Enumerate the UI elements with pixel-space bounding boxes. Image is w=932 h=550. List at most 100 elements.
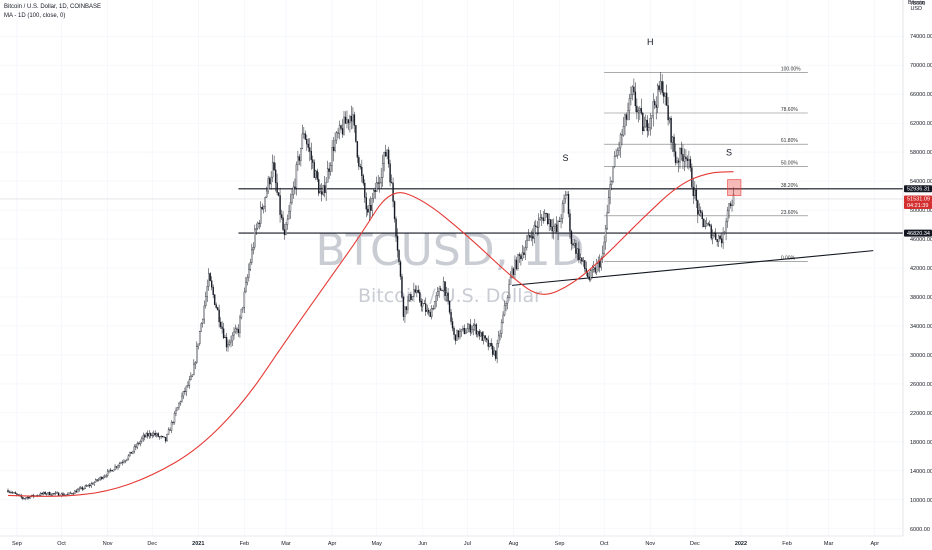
- candle-body: [166, 433, 168, 442]
- candle-body: [668, 118, 671, 121]
- candle: [444, 281, 446, 301]
- candle-body: [164, 437, 167, 442]
- candle: [380, 167, 382, 190]
- candle: [494, 350, 497, 361]
- candle-body: [706, 223, 708, 227]
- candle-body: [701, 212, 703, 220]
- price-tick-label: 10000.00: [910, 498, 932, 504]
- candle-body: [179, 401, 182, 404]
- candle-body: [213, 294, 216, 305]
- candle: [251, 243, 253, 265]
- candle-body: [92, 483, 94, 485]
- candle: [267, 175, 269, 194]
- price-tick-label: 38000.00: [910, 295, 932, 301]
- candle-body: [89, 484, 91, 487]
- candle-body: [533, 225, 535, 239]
- candle: [181, 392, 183, 403]
- candle: [541, 214, 543, 227]
- candle-body: [245, 282, 247, 293]
- candle: [493, 347, 495, 356]
- candle-body: [494, 350, 497, 359]
- candle: [374, 182, 376, 199]
- candle: [478, 329, 480, 340]
- candle-body: [483, 335, 485, 341]
- candle: [173, 411, 176, 425]
- candle-body: [573, 242, 576, 246]
- candle: [213, 294, 216, 306]
- candle: [164, 437, 167, 444]
- price-axis[interactable]: 78000 6000.00 10000.00 14000.00 18000.00 220…: [902, 0, 932, 536]
- candle: [325, 177, 327, 201]
- candle: [196, 341, 198, 365]
- candle: [337, 128, 339, 139]
- candle-body: [728, 203, 730, 211]
- candle: [712, 229, 714, 245]
- candle: [582, 256, 585, 267]
- horizontal-levels[interactable]: [0, 188, 903, 234]
- candle: [546, 213, 549, 226]
- candle-body: [315, 170, 317, 178]
- time-tick-label: Feb: [240, 541, 249, 547]
- candle-body: [103, 475, 106, 478]
- candle: [414, 285, 417, 293]
- time-tick-label: 2022: [735, 541, 747, 547]
- candle: [685, 149, 687, 168]
- candle: [404, 306, 406, 323]
- candle: [282, 211, 284, 232]
- candle: [371, 192, 373, 217]
- candle-body: [63, 494, 66, 496]
- candle-body: [380, 177, 382, 183]
- candle-body: [108, 469, 110, 472]
- candle: [355, 125, 357, 143]
- candle-body: [190, 376, 192, 380]
- candle-body: [564, 194, 567, 200]
- candle-body: [74, 490, 76, 494]
- candle-body: [96, 479, 98, 481]
- candle: [28, 496, 30, 500]
- candle: [326, 160, 329, 183]
- candle-body: [677, 160, 680, 163]
- candle: [462, 325, 464, 332]
- candle: [383, 151, 385, 172]
- candle: [297, 150, 299, 171]
- candle-body: [242, 306, 244, 310]
- candle: [54, 490, 57, 496]
- trendline[interactable]: [511, 250, 874, 286]
- candle-body: [301, 133, 304, 149]
- price-tick-label: 58000.00: [910, 150, 932, 156]
- candle-body: [493, 350, 495, 355]
- candle-body: [422, 303, 424, 307]
- highlight-box[interactable]: [727, 179, 742, 196]
- currency-label: Bitcoin USD: [908, 0, 925, 12]
- candle: [145, 432, 147, 438]
- time-axis[interactable]: Sep Oct Nov Dec 2021 Feb Mar Apr May Jun Jul Aug Sep…: [0, 535, 903, 547]
- candle: [613, 151, 616, 169]
- candle: [466, 323, 469, 333]
- candle-body: [392, 182, 394, 202]
- candle: [100, 476, 103, 481]
- candle-body: [7, 490, 9, 493]
- candle: [153, 430, 155, 438]
- candle: [649, 113, 651, 136]
- candle-body: [62, 493, 64, 496]
- candle-body: [14, 492, 17, 494]
- candle-body: [640, 108, 643, 114]
- candle-body: [439, 288, 442, 291]
- candle-body: [239, 317, 241, 334]
- candle: [151, 432, 153, 439]
- candle: [323, 176, 326, 198]
- candle-body: [477, 331, 479, 335]
- fibonacci-retracement[interactable]: 100.00%78.60%61.80%50.00%38.20%23.60%0.0…: [604, 66, 808, 262]
- candle-body: [731, 205, 733, 206]
- candle: [590, 269, 592, 282]
- candle-body: [720, 238, 723, 244]
- candle: [456, 329, 458, 341]
- candle-body: [490, 342, 492, 347]
- candle-body: [285, 224, 287, 236]
- candle-body: [700, 210, 702, 213]
- candle: [732, 187, 735, 206]
- candle-body: [133, 446, 136, 452]
- candle-body: [481, 332, 483, 341]
